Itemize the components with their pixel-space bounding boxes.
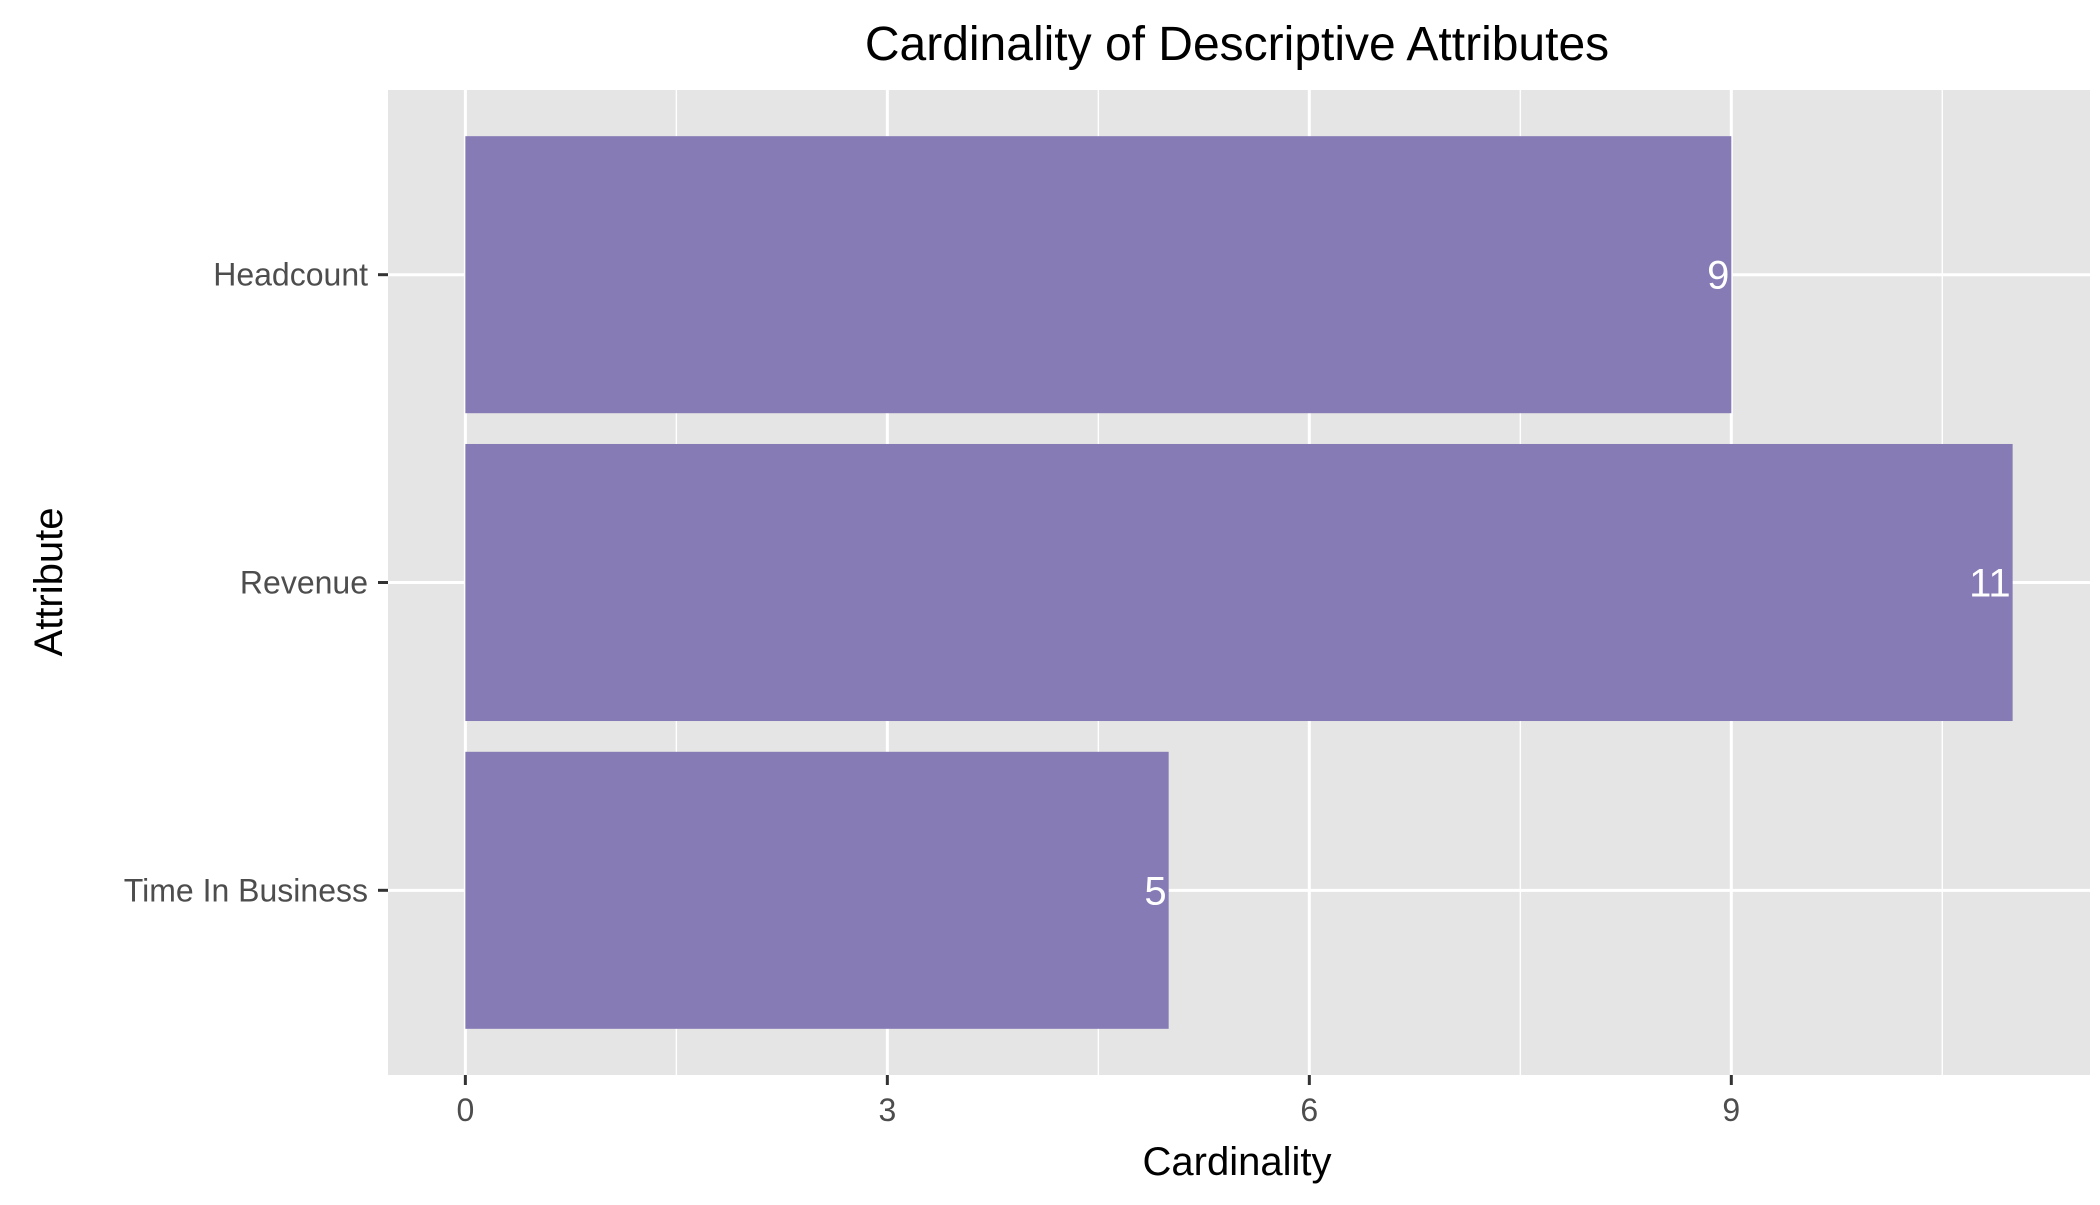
bars — [465, 136, 2013, 1029]
bar-time-in-business — [465, 751, 1169, 1029]
x-tick-label: 3 — [878, 1092, 896, 1128]
x-axis: 0 3 6 9 — [456, 1075, 1740, 1128]
bar-value-label: 11 — [1969, 562, 2011, 606]
bar-revenue — [465, 443, 2013, 722]
bar-headcount — [465, 136, 1732, 414]
bar-data-labels: 9 11 5 — [1144, 254, 2010, 914]
bar-value-label: 9 — [1707, 254, 1729, 298]
x-axis-title: Cardinality — [1143, 1140, 1332, 1184]
y-tick-label: Revenue — [240, 565, 368, 601]
y-axis-title: Attribute — [27, 508, 71, 657]
chart-title: Cardinality of Descriptive Attributes — [865, 18, 1609, 71]
y-tick-label: Time In Business — [124, 872, 368, 908]
y-tick-label: Headcount — [213, 257, 368, 293]
bar-value-label: 5 — [1144, 869, 1166, 913]
x-tick-label: 0 — [456, 1092, 474, 1128]
x-tick-label: 9 — [1722, 1092, 1740, 1128]
y-axis: Headcount Revenue Time In Business — [124, 257, 388, 908]
x-tick-label: 6 — [1300, 1092, 1318, 1128]
